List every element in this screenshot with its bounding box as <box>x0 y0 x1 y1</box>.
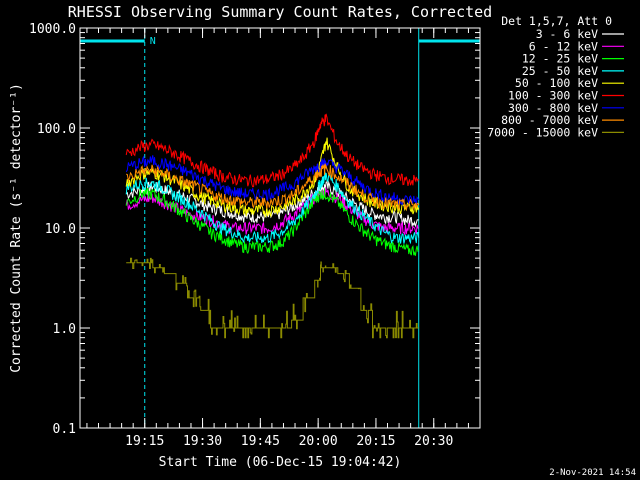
footer-timestamp: 2-Nov-2021 14:54 <box>549 468 636 478</box>
y-axis-title: Corrected Count Rate (s⁻¹ detector⁻¹) <box>9 83 24 373</box>
x-tick-label: 20:30 <box>414 434 453 449</box>
y-tick-label: 10.0 <box>45 222 76 237</box>
legend-label-7: 300 - 800 keV <box>508 101 598 115</box>
axes: 1000.0 100.0 10.0 1.0 0.1 19:15 19:30 19:45 20:0… <box>29 22 480 449</box>
legend-label-2: 6 - 12 keV <box>529 39 598 53</box>
y-tick-label: 1.0 <box>53 322 76 337</box>
y-tick-label: 0.1 <box>53 422 76 437</box>
legend-label-9: 7000 - 15000 keV <box>487 125 598 139</box>
legend-title: Det 1,5,7, Att 0 <box>501 14 612 28</box>
x-axis-title: Start Time (06-Dec-15 19:04:42) <box>159 455 402 470</box>
legend-label-8: 800 - 7000 keV <box>501 113 598 127</box>
x-tick-label: 20:00 <box>299 434 338 449</box>
x-tick-label: 19:30 <box>183 434 222 449</box>
series-line-4 <box>125 171 420 245</box>
x-tick-label: 19:45 <box>241 434 280 449</box>
series-line-3 <box>125 187 420 256</box>
legend-label-1: 3 - 6 keV <box>536 27 598 41</box>
y-tick-label: 1000.0 <box>29 22 76 37</box>
legend-label-4: 25 - 50 keV <box>522 64 598 78</box>
series-line-8 <box>126 163 420 211</box>
night-label: N <box>150 36 156 47</box>
y-tick-label: 100.0 <box>37 122 76 137</box>
x-tick-label: 19:15 <box>125 434 164 449</box>
series-line-2 <box>125 187 419 237</box>
plot-area: N <box>79 28 481 428</box>
x-tick-label: 20:15 <box>356 434 395 449</box>
legend-label-3: 12 - 25 keV <box>522 52 598 66</box>
series-line-7 <box>125 155 420 206</box>
series-line-6 <box>125 113 420 188</box>
chart-title: RHESSI Observing Summary Count Rates, Co… <box>68 3 492 21</box>
series-line-9 <box>126 257 419 339</box>
legend-label-6: 100 - 300 keV <box>508 89 598 103</box>
legend-label-5: 50 - 100 keV <box>515 76 598 90</box>
